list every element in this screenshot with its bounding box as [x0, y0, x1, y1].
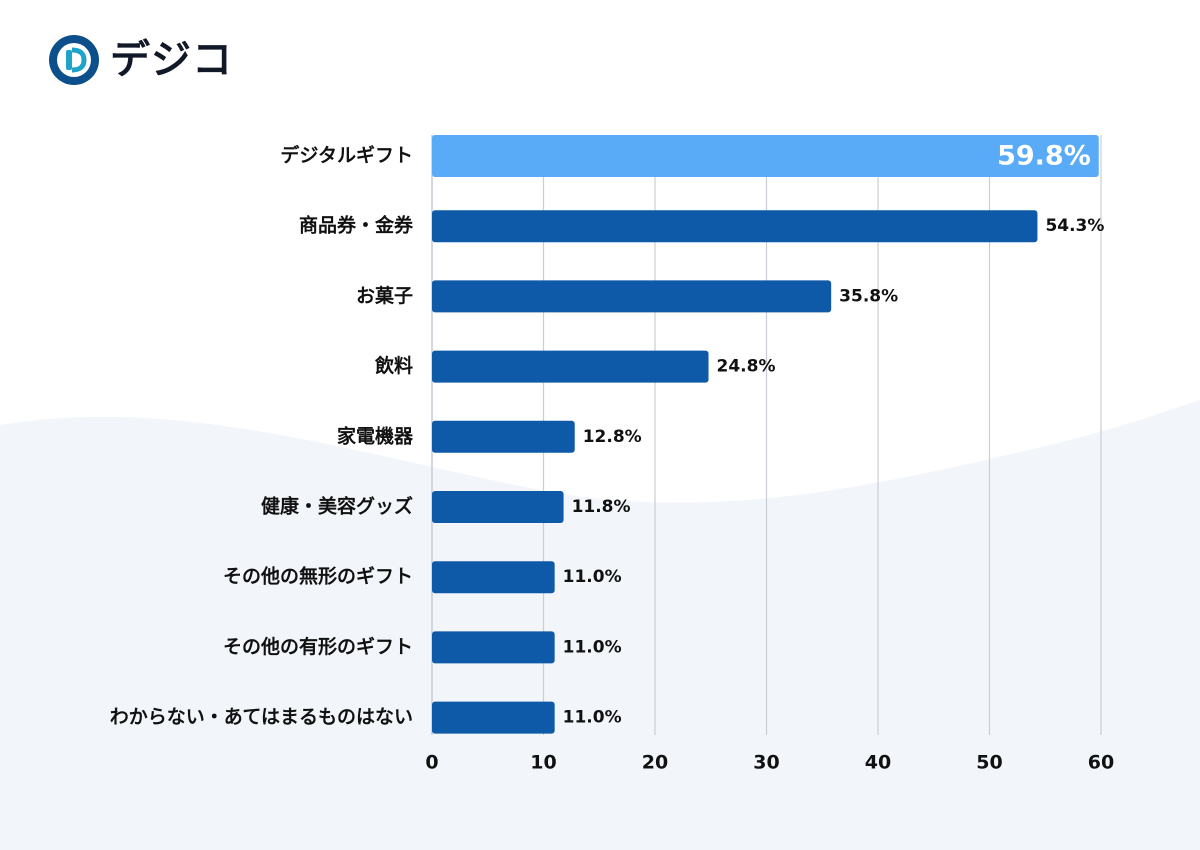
bar [432, 420, 575, 453]
value-label: 11.0% [563, 637, 622, 657]
category-label: 商品券・金券 [299, 214, 414, 237]
category-label: わからない・あてはまるものはない [110, 706, 413, 728]
value-label: 12.8% [583, 427, 642, 447]
value-label: 11.8% [572, 497, 631, 517]
value-label: 59.8% [997, 141, 1091, 172]
bar [432, 350, 709, 383]
x-axis-ticks: 0 10 20 30 40 50 60 [425, 752, 1114, 774]
background-wave-shape [0, 400, 1200, 850]
logo-curve [71, 47, 87, 73]
category-labels: デジタルギフト商品券・金券お菓子飲料家電機器健康・美容グッズその他の無形のギフト… [110, 144, 414, 729]
bar [432, 491, 564, 523]
x-tick-label: 60 [1088, 752, 1114, 774]
logo-d-icon [49, 35, 99, 85]
value-label: 35.8% [839, 286, 898, 306]
bar [432, 280, 832, 313]
bars [432, 135, 1099, 734]
category-label: お菓子 [356, 284, 413, 307]
x-tick-label: 40 [865, 752, 891, 774]
value-label: 11.0% [563, 708, 622, 728]
brand-name: デジコ [110, 37, 233, 83]
category-label: 飲料 [374, 354, 413, 377]
value-label: 24.8% [717, 357, 776, 377]
value-labels: 59.8% 54.3% 35.8% 24.8% 12.8% 11.8% 11.0% 11.0%… [563, 141, 1105, 728]
x-tick-label: 20 [642, 752, 668, 774]
value-label: 11.0% [563, 567, 622, 587]
x-tick-label: 0 [425, 752, 438, 774]
category-label: デジタルギフト [280, 144, 413, 167]
bar [432, 561, 555, 594]
x-tick-label: 10 [530, 752, 556, 774]
category-label: その他の有形のギフト [223, 635, 413, 658]
x-tick-label: 30 [753, 752, 779, 774]
category-label: その他の無形のギフト [223, 565, 413, 588]
brand-logo: デジコ [48, 34, 233, 86]
bar [432, 210, 1038, 243]
x-tick-label: 50 [976, 752, 1002, 774]
logo-stem [66, 50, 72, 70]
category-label: 健康・美容グッズ [261, 495, 413, 518]
category-label: 家電機器 [337, 424, 414, 447]
bar [432, 135, 1099, 177]
bar [432, 701, 555, 734]
bar [432, 631, 555, 664]
value-label: 54.3% [1045, 216, 1104, 236]
